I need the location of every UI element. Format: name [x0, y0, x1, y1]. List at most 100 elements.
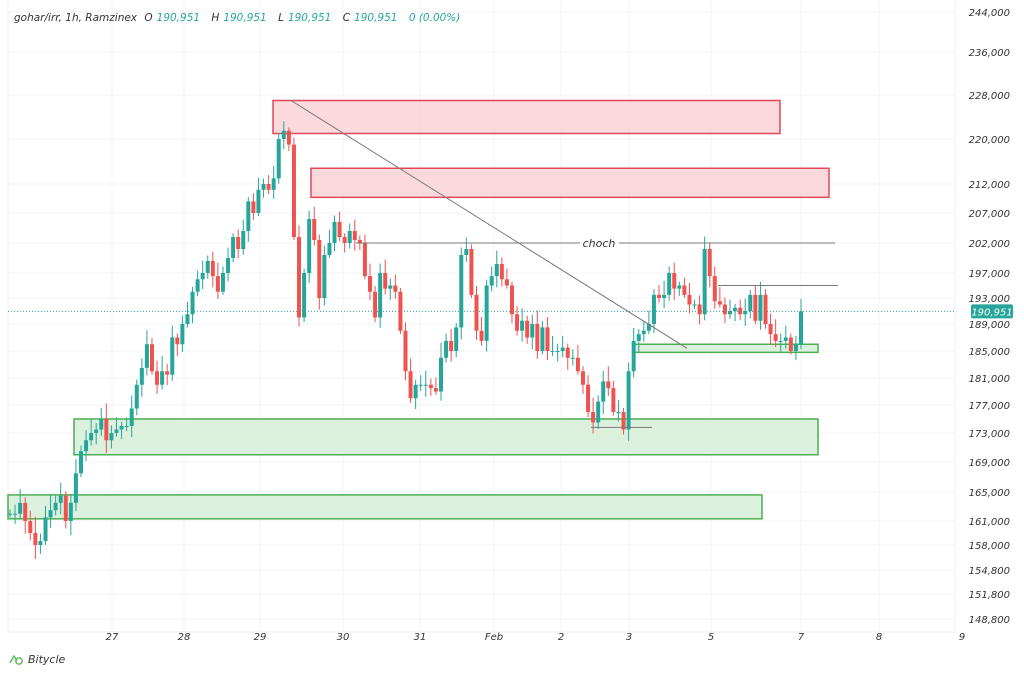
candle-body [241, 231, 246, 249]
candle-body [322, 255, 327, 298]
y-tick-label: 220,000 [969, 135, 1010, 146]
candle-body [712, 276, 717, 302]
candle-body [368, 276, 373, 292]
candle-body [606, 381, 611, 389]
y-tick-label: 228,000 [969, 91, 1010, 102]
candle-body [251, 201, 256, 213]
x-tick-label: 28 [178, 632, 191, 643]
candle-body [530, 324, 535, 338]
candle-body [423, 384, 428, 386]
y-tick-label: 185,000 [969, 347, 1010, 358]
candle-body [799, 311, 803, 345]
candle-body [783, 337, 788, 341]
candle-body [155, 371, 160, 385]
candle-body [129, 408, 134, 426]
level-label-choch: choch [583, 237, 616, 250]
candle-body [621, 412, 626, 430]
candle-body [758, 294, 763, 321]
candle-body [438, 357, 443, 392]
y-tick-label: 236,000 [969, 48, 1010, 59]
candle-body [738, 307, 743, 315]
demand-zone [73, 418, 819, 456]
x-tick-label: 2 [558, 632, 564, 643]
candle-body [180, 324, 185, 345]
candle-body [327, 243, 332, 255]
low-value: 190,951 [287, 12, 332, 24]
candle-body [717, 301, 722, 305]
candle-body [788, 337, 793, 351]
candle-body [459, 255, 464, 328]
demand-zone [7, 494, 763, 520]
candle-body [291, 144, 296, 237]
open-value: 190,951 [156, 12, 201, 24]
candle-body [687, 294, 692, 305]
candle-body [48, 510, 53, 518]
candle-body [352, 231, 357, 240]
candle-body [398, 291, 403, 331]
candle-body [286, 130, 291, 145]
candle-body [743, 311, 748, 315]
candle-body [484, 285, 489, 341]
candle-body [149, 344, 154, 372]
y-tick-label: 181,000 [969, 374, 1010, 385]
candle-body [23, 502, 28, 521]
candle-body [768, 324, 773, 335]
candle-body [555, 351, 560, 352]
y-tick-label: 173,000 [969, 429, 1010, 440]
candle-body [707, 249, 712, 277]
candle-body [545, 327, 550, 351]
candle-body [236, 237, 241, 249]
symbol-legend: gohar/irr, 1h, Ramzinex O 190,951 H 190,95… [14, 12, 464, 24]
candle-body [778, 340, 783, 342]
candle-body [662, 294, 667, 298]
symbol-title: gohar/irr, 1h, Ramzinex [14, 12, 138, 24]
close-label: C [342, 12, 351, 24]
x-tick-label: 31 [414, 632, 427, 643]
candle-body [540, 327, 545, 351]
candle-body [728, 311, 733, 315]
candle-body [195, 279, 200, 292]
candle-body [332, 222, 337, 243]
candle-body [773, 334, 778, 341]
candle-body [78, 451, 83, 474]
candle-body [170, 337, 175, 375]
candle-body [672, 273, 677, 289]
candle-body [469, 249, 474, 295]
candle-body [525, 320, 530, 338]
candle-body [586, 384, 591, 412]
candle-body [302, 273, 307, 318]
candle-body [793, 344, 798, 351]
x-tick-label: 9 [959, 632, 965, 643]
candle-body [520, 320, 525, 331]
candle-body [139, 367, 144, 385]
candle-body [378, 273, 383, 318]
supply-zone [272, 99, 781, 135]
candle-body [418, 384, 423, 386]
candle-body [8, 513, 12, 515]
candle-body [393, 285, 398, 292]
candle-body [575, 357, 580, 372]
candle-body [68, 502, 73, 521]
candle-body [190, 291, 195, 315]
high-value: 190,951 [223, 12, 267, 24]
y-tick-label: 202,000 [969, 239, 1010, 250]
candle-body [565, 347, 570, 358]
candle-body [276, 139, 281, 179]
candle-body [134, 384, 139, 409]
candle-body [753, 294, 758, 321]
x-tick-label: 3 [626, 632, 632, 643]
candle-body [200, 273, 205, 280]
candle-body [104, 419, 109, 441]
y-tick-label: 165,000 [969, 488, 1010, 499]
trendline [290, 100, 688, 349]
candle-body [509, 285, 514, 315]
candle-body [748, 294, 753, 311]
y-tick-label: 189,000 [969, 320, 1010, 331]
candle-body [641, 330, 646, 335]
candle-body [297, 237, 302, 318]
last-price-label: 190,951 [971, 307, 1012, 318]
candle-body [570, 357, 575, 359]
candle-body [99, 419, 104, 430]
change-value: 0 (0.00%) [408, 12, 461, 24]
